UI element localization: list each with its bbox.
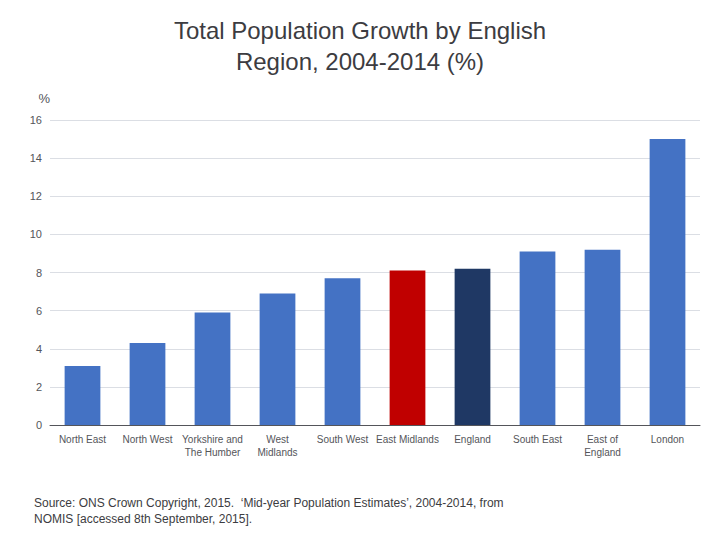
svg-text:Source: ONS Crown Copyright, 2: Source: ONS Crown Copyright, 2015. ‘Mid-… [34, 496, 504, 510]
svg-text:10: 10 [30, 228, 42, 240]
svg-text:14: 14 [30, 152, 42, 164]
svg-text:West: West [266, 434, 289, 445]
svg-text:Region, 2004-2014 (%): Region, 2004-2014 (%) [236, 48, 484, 75]
svg-text:8: 8 [36, 267, 42, 279]
svg-text:East of: East of [587, 434, 618, 445]
svg-text:0: 0 [36, 419, 42, 431]
svg-text:England: England [584, 447, 621, 458]
svg-text:Total Population Growth by Eng: Total Population Growth by English [174, 17, 546, 44]
svg-text:Yorkshire and: Yorkshire and [182, 434, 243, 445]
svg-text:4: 4 [36, 343, 42, 355]
svg-text:London: London [651, 434, 684, 445]
svg-text:16: 16 [30, 114, 42, 126]
svg-text:%: % [38, 91, 50, 106]
svg-text:East Midlands: East Midlands [376, 434, 439, 445]
svg-text:North West: North West [123, 434, 173, 445]
svg-text:The Humber: The Humber [185, 447, 241, 458]
svg-text:NOMIS [accessed 8th September,: NOMIS [accessed 8th September, 2015]. [34, 512, 252, 526]
svg-text:2: 2 [36, 381, 42, 393]
svg-text:6: 6 [36, 305, 42, 317]
svg-text:South East: South East [513, 434, 562, 445]
svg-text:South West: South West [317, 434, 369, 445]
svg-text:Midlands: Midlands [257, 447, 297, 458]
svg-text:12: 12 [30, 190, 42, 202]
svg-text:England: England [454, 434, 491, 445]
svg-text:North East: North East [59, 434, 106, 445]
